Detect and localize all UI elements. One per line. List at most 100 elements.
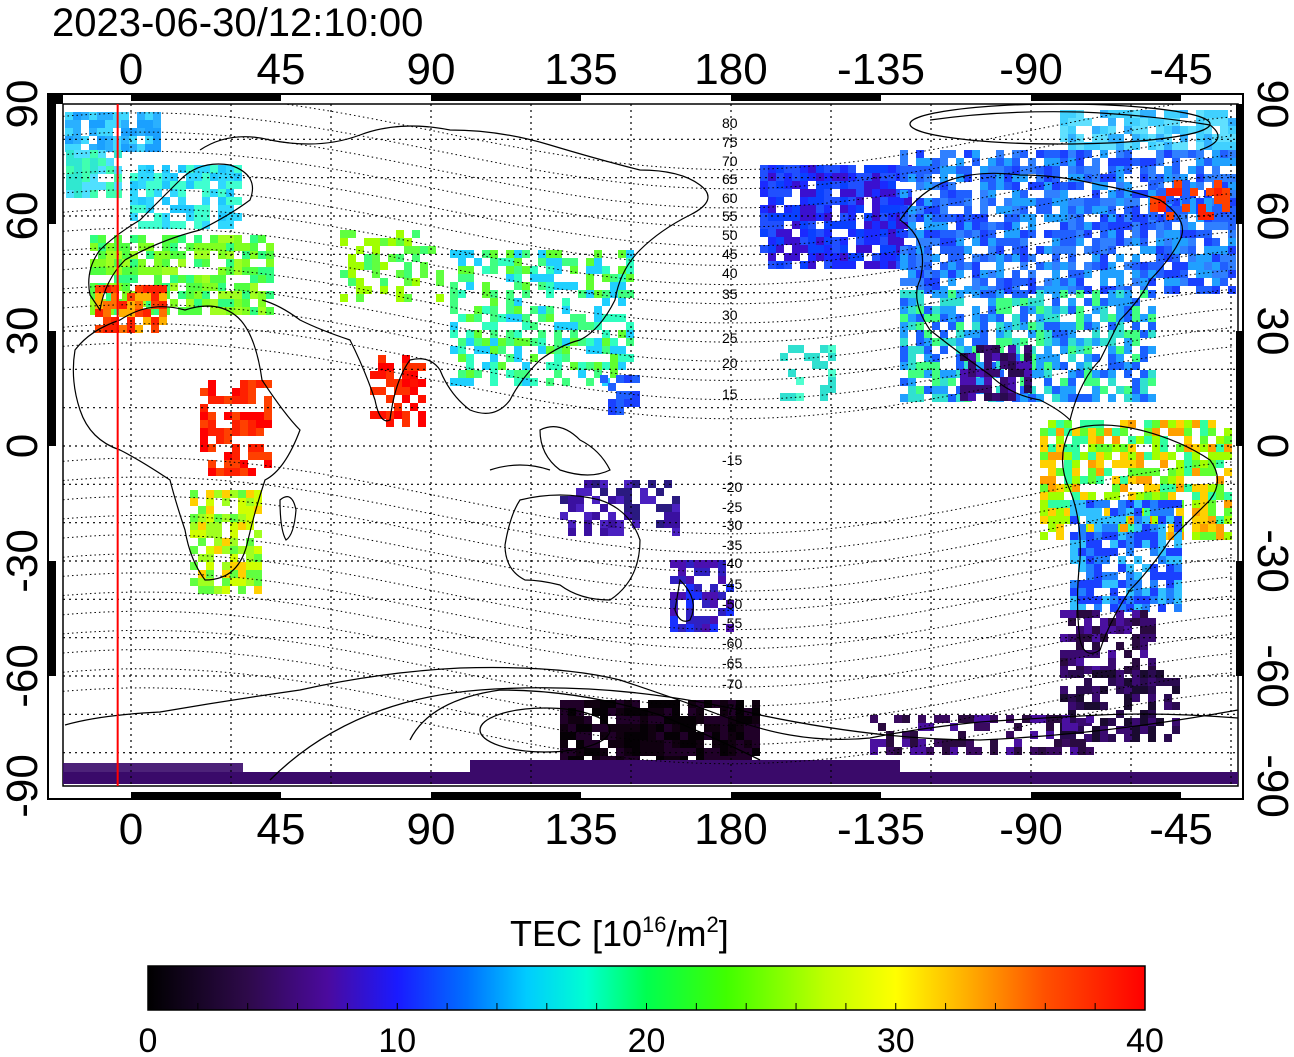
axis-labels: 0045459090135135180180-135-135-90-90-45-… <box>0 45 1294 854</box>
tec-cell <box>356 294 364 302</box>
tec-cell <box>576 700 584 708</box>
tec-cell <box>974 715 982 723</box>
tec-cell <box>924 362 932 370</box>
magnetic-latitude-label: -30 <box>722 517 742 533</box>
tec-cell <box>1116 314 1124 322</box>
tec-cell <box>1060 694 1068 702</box>
tec-cell <box>1060 394 1068 402</box>
tec-cell <box>1012 230 1020 238</box>
tec-cell <box>972 330 980 338</box>
tec-cell <box>1096 428 1104 436</box>
tec-cell <box>1076 726 1084 734</box>
tec-cell <box>888 189 896 197</box>
tec-cell <box>1196 182 1204 190</box>
tec-cell <box>73 120 81 128</box>
tec-cell <box>916 346 924 354</box>
tec-cell <box>896 237 904 245</box>
tec-cell <box>1084 686 1092 694</box>
tec-cell <box>162 235 170 243</box>
tec-cell <box>594 290 602 298</box>
tec-cell <box>238 498 246 506</box>
tec-cell <box>1100 718 1108 726</box>
tec-cell <box>222 498 230 506</box>
tec-cell <box>964 166 972 174</box>
tec-cell <box>908 290 916 298</box>
tec-cell <box>396 294 404 302</box>
tec-cell <box>562 354 570 362</box>
tec-cell <box>546 282 554 290</box>
tec-cell <box>824 197 832 205</box>
tec-cell <box>222 562 230 570</box>
tec-cell <box>672 732 680 740</box>
tec-cell <box>656 504 664 512</box>
tec-cell <box>1196 254 1204 262</box>
tec-cell <box>1108 174 1116 182</box>
tec-cell <box>418 411 426 419</box>
tec-cell <box>1104 452 1112 460</box>
tec-cell <box>664 732 672 740</box>
tec-cell <box>1172 702 1180 710</box>
tec-cell <box>1108 198 1116 206</box>
tec-cell <box>1060 118 1068 126</box>
tec-cell <box>202 221 210 229</box>
tec-cell <box>1196 158 1204 166</box>
tec-cell <box>514 274 522 282</box>
tec-cell <box>562 258 570 266</box>
tec-cell <box>226 221 234 229</box>
tec-cell <box>1060 634 1068 642</box>
tec-cell <box>924 370 932 378</box>
tec-cell <box>616 520 624 528</box>
tec-cell <box>1092 158 1100 166</box>
tec-cell <box>1180 214 1188 222</box>
tec-cell <box>420 262 428 270</box>
tec-cell <box>498 362 506 370</box>
tec-cell <box>1166 212 1174 220</box>
tec-cell <box>1108 338 1116 346</box>
tec-cell <box>466 370 474 378</box>
tec-cell <box>776 237 784 245</box>
tec-cell <box>1228 222 1236 230</box>
tec-cell <box>522 266 530 274</box>
tec-cell <box>776 197 784 205</box>
tec-cell <box>146 173 154 181</box>
tec-cell <box>924 158 932 166</box>
tec-cell <box>1052 190 1060 198</box>
tec-cell <box>103 285 111 293</box>
tec-cell <box>728 700 736 708</box>
tec-cell <box>1208 532 1216 540</box>
tec-cell <box>1036 330 1044 338</box>
tec-cell <box>186 165 194 173</box>
tec-cell <box>242 307 250 315</box>
tec-cell <box>450 282 458 290</box>
tec-cell <box>940 394 948 402</box>
tec-cell <box>218 165 226 173</box>
tec-cell <box>1044 306 1052 314</box>
tec-cell <box>258 275 266 283</box>
tec-cell <box>82 182 90 190</box>
tec-cell <box>394 411 402 419</box>
tec-cell <box>996 322 1004 330</box>
tec-cell <box>718 568 726 576</box>
tec-cell <box>546 274 554 282</box>
tec-cell <box>1176 468 1184 476</box>
tec-cell <box>916 370 924 378</box>
tec-cell <box>170 181 178 189</box>
tec-cell <box>1052 166 1060 174</box>
lat-tick-label-right: -90 <box>1248 754 1294 818</box>
tec-cell <box>170 275 178 283</box>
tec-cell <box>1172 686 1180 694</box>
tec-cell <box>1148 734 1156 742</box>
tec-cell <box>418 419 426 427</box>
tec-cell <box>808 237 816 245</box>
tec-cell <box>1228 254 1236 262</box>
tec-cell <box>924 270 932 278</box>
tec-cell <box>1092 338 1100 346</box>
tec-cell <box>81 112 89 120</box>
tec-cell <box>1102 524 1110 532</box>
tec-cell <box>1180 174 1188 182</box>
tec-cell <box>1012 298 1020 306</box>
tec-cell <box>964 262 972 270</box>
tec-cell <box>1064 516 1072 524</box>
tec-cell <box>216 428 224 436</box>
tec-cell <box>696 732 704 740</box>
